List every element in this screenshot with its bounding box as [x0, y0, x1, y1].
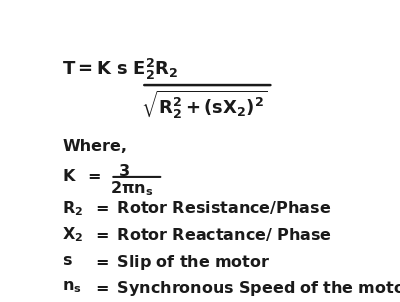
Text: $\mathbf{\sqrt{R_2^2+(sX_2)^2}}$: $\mathbf{\sqrt{R_2^2+(sX_2)^2}}$	[142, 88, 268, 121]
Text: $\mathbf{=\ Synchronous\ Speed\ of\ the\ motor}$: $\mathbf{=\ Synchronous\ Speed\ of\ the\…	[92, 279, 400, 298]
Text: $\mathbf{2\pi n_s}$: $\mathbf{2\pi n_s}$	[110, 179, 154, 198]
Text: $\mathbf{s\ \ }$: $\mathbf{s\ \ }$	[62, 252, 73, 268]
Text: $\mathbf{K\ \ =}$: $\mathbf{K\ \ =}$	[62, 168, 102, 184]
Text: Where,: Where,	[62, 139, 127, 153]
Text: $\mathbf{R_2}$: $\mathbf{R_2}$	[62, 199, 84, 218]
Text: $\mathbf{=\ Rotor\ Reactance/\ Phase}$: $\mathbf{=\ Rotor\ Reactance/\ Phase}$	[92, 226, 332, 243]
Text: $\mathbf{T = K\ s\ E_2^2 R_2}$: $\mathbf{T = K\ s\ E_2^2 R_2}$	[62, 57, 179, 82]
Text: $\mathbf{3}$: $\mathbf{3}$	[118, 163, 130, 179]
Text: $\mathbf{n_s}$: $\mathbf{n_s}$	[62, 279, 82, 295]
Text: $\mathbf{=\ Rotor\ Resistance/Phase}$: $\mathbf{=\ Rotor\ Resistance/Phase}$	[92, 199, 331, 216]
Text: $\mathbf{X_2}$: $\mathbf{X_2}$	[62, 226, 84, 244]
Text: $\mathbf{=\ Slip\ of\ the\ motor}$: $\mathbf{=\ Slip\ of\ the\ motor}$	[92, 252, 270, 271]
